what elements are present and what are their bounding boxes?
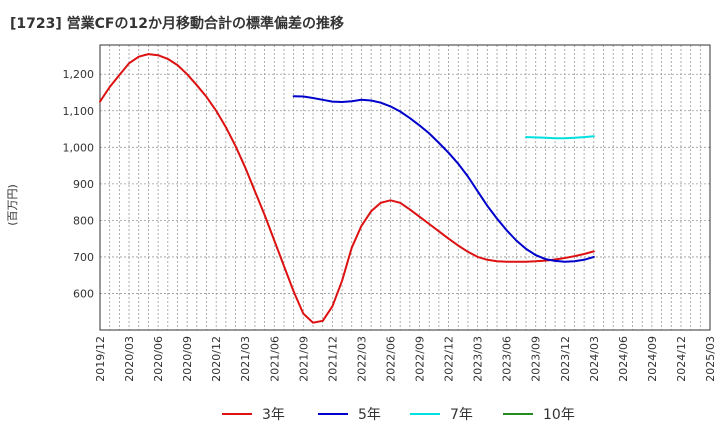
x-tick-label: 2022/12 xyxy=(443,336,456,382)
x-tick-label: 2021/06 xyxy=(268,336,281,382)
legend-label-3年: 3年 xyxy=(262,407,285,423)
x-tick-label: 2023/09 xyxy=(530,336,543,382)
x-tick-label: 2024/12 xyxy=(675,336,688,382)
x-tick-label: 2024/09 xyxy=(646,336,659,382)
x-tick-label: 2021/03 xyxy=(239,336,252,382)
x-tick-label: 2020/12 xyxy=(210,336,223,382)
x-tick-label: 2020/09 xyxy=(181,336,194,382)
x-tick-label: 2022/03 xyxy=(355,336,368,382)
y-tick-label: 1,100 xyxy=(63,105,95,118)
y-tick-label: 600 xyxy=(73,287,94,300)
y-tick-label: 900 xyxy=(73,178,94,191)
legend-label-10年: 10年 xyxy=(543,407,575,423)
x-tick-label: 2020/03 xyxy=(123,336,136,382)
x-tick-label: 2023/03 xyxy=(472,336,485,382)
x-tick-label: 2020/06 xyxy=(152,336,165,382)
plot-frame xyxy=(99,44,711,331)
x-tick-label: 2021/09 xyxy=(297,336,310,382)
y-tick-label: 1,000 xyxy=(63,141,95,154)
x-tick-label: 2019/12 xyxy=(94,336,107,382)
y-tick-label: 1,200 xyxy=(63,68,95,81)
chart-title: [1723] 営業CFの12か月移動合計の標準偏差の推移 xyxy=(10,15,344,32)
x-tick-label: 2023/06 xyxy=(501,336,514,382)
legend-label-5年: 5年 xyxy=(358,407,381,423)
series-line-7年 xyxy=(525,135,595,140)
x-tick-label: 2022/09 xyxy=(414,336,427,382)
x-tick-label: 2025/03 xyxy=(704,336,717,382)
legend-label-7年: 7年 xyxy=(450,407,473,423)
y-tick-label: 800 xyxy=(73,214,94,227)
y-tick-label: 700 xyxy=(73,251,94,264)
x-tick-label: 2021/12 xyxy=(326,336,339,382)
x-tick-label: 2024/03 xyxy=(588,336,601,382)
series-line-5年 xyxy=(292,95,595,263)
legend: 3年 5年 7年 10年 xyxy=(222,407,575,423)
x-tick-label: 2024/06 xyxy=(617,336,630,382)
x-tick-label: 2023/12 xyxy=(559,336,572,382)
series-lines xyxy=(99,53,595,324)
y-axis-label: (百万円) xyxy=(6,184,19,226)
series-line-3年 xyxy=(99,53,595,324)
axes: 600 700 800 900 1,000 1,100 1,200 2019/12 2020/0… xyxy=(63,44,717,382)
x-tick-label: 2022/06 xyxy=(384,336,397,382)
grid xyxy=(99,45,711,330)
